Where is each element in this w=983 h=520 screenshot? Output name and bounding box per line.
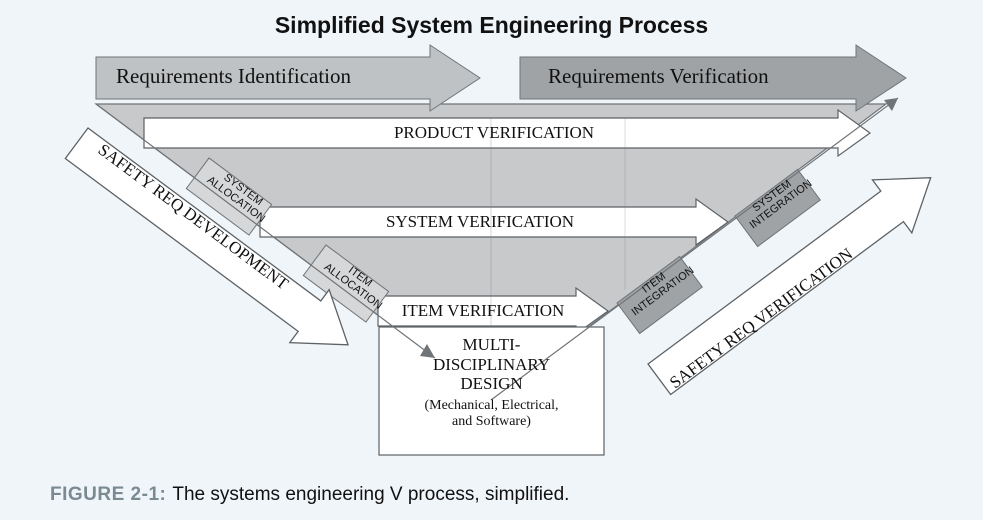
md-sub-1: (Mechanical, Electrical,: [379, 398, 604, 414]
caption-prefix: FIGURE 2-1:: [50, 484, 166, 505]
req-verification-label: Requirements Verification: [548, 64, 769, 89]
md-main-3: DESIGN: [379, 374, 604, 394]
figure-caption: FIGURE 2-1: The systems engineering V pro…: [50, 484, 569, 506]
system-verification-label: SYSTEM VERIFICATION: [260, 212, 700, 232]
multi-disciplinary-text: MULTI- DISCIPLINARY DESIGN (Mechanical, …: [379, 335, 604, 430]
figure-title: Simplified System Engineering Process: [0, 12, 983, 39]
product-verification-label: PRODUCT VERIFICATION: [144, 123, 844, 143]
md-main-1: MULTI-: [379, 335, 604, 355]
diagram-stage: Simplified System Engineering Process Re…: [0, 0, 983, 520]
caption-text: The systems engineering V process, simpl…: [172, 484, 569, 505]
req-identification-label: Requirements Identification: [116, 64, 351, 89]
md-sub-2: and Software): [379, 414, 604, 430]
item-verification-label: ITEM VERIFICATION: [378, 301, 588, 321]
md-main-2: DISCIPLINARY: [379, 355, 604, 375]
